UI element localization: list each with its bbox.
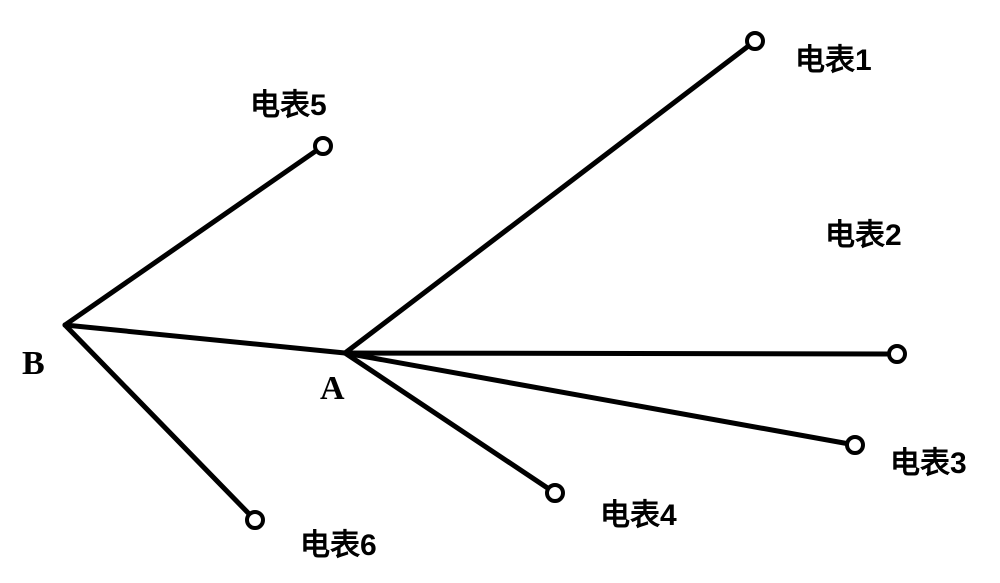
meter-1-node xyxy=(747,33,763,49)
network-diagram xyxy=(0,0,1000,583)
meter-1-label: 电表1 xyxy=(795,35,872,79)
hub-A-label: A xyxy=(320,370,345,408)
meter-2-node xyxy=(889,346,905,362)
meter-3-label: 电表3 xyxy=(890,438,967,482)
edge xyxy=(65,146,323,325)
hub-B-label: B xyxy=(22,345,45,383)
meter-5-node xyxy=(315,138,331,154)
edge xyxy=(345,41,755,353)
edge xyxy=(65,325,345,353)
edge xyxy=(65,325,255,520)
meter-4-node xyxy=(547,485,563,501)
edge xyxy=(345,353,897,354)
meter-5-label: 电表5 xyxy=(250,80,327,124)
meter-6-label: 电表6 xyxy=(300,520,377,564)
meter-4-label: 电表4 xyxy=(600,490,677,534)
meter-2-label: 电表2 xyxy=(825,210,902,254)
meter-3-node xyxy=(847,437,863,453)
meter-6-node xyxy=(247,512,263,528)
edge xyxy=(345,353,855,445)
